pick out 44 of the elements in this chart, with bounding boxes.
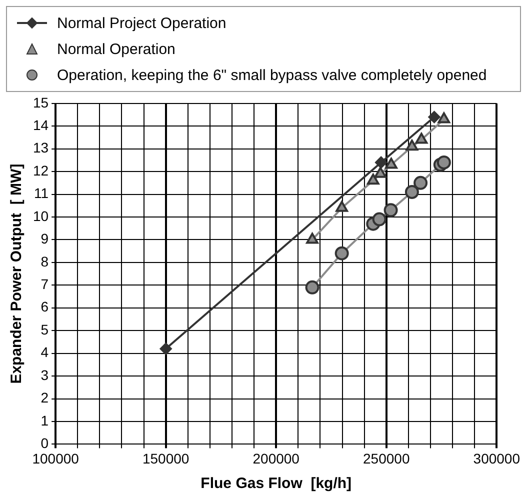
point xyxy=(406,140,418,151)
point xyxy=(334,246,349,260)
y-tick-label: 7 xyxy=(40,276,49,292)
y-tick-label: 4 xyxy=(40,344,49,360)
y-tick-label: 5 xyxy=(40,321,49,338)
point xyxy=(305,280,320,294)
x-tick-label: 250000 xyxy=(363,450,410,466)
x-tick-label: 200000 xyxy=(252,450,300,466)
y-tick-label: 6 xyxy=(40,298,49,315)
x-axis-title: Flue Gas Flow [kg/h] xyxy=(200,475,352,492)
point xyxy=(414,176,428,190)
point xyxy=(375,156,388,168)
point xyxy=(374,166,387,178)
point xyxy=(385,158,398,169)
y-tick-label: 15 xyxy=(32,94,49,110)
legend-label: Normal Project Operation xyxy=(57,14,226,32)
y-tick-label: 3 xyxy=(40,366,49,383)
x-tick-label: 300000 xyxy=(473,450,520,466)
x-tick-label: 150000 xyxy=(142,450,190,466)
point xyxy=(404,185,419,200)
legend-label: Normal Operation xyxy=(57,40,176,58)
point xyxy=(306,232,318,244)
y-tick-label: 14 xyxy=(32,116,49,133)
point xyxy=(438,112,450,124)
point xyxy=(160,342,172,355)
point xyxy=(428,111,440,124)
point xyxy=(366,174,380,185)
y-axis-title: Expander Power Output [ MW] xyxy=(8,164,26,384)
point xyxy=(415,132,428,144)
point xyxy=(336,200,348,212)
y-tick-label: 10 xyxy=(32,208,49,224)
point xyxy=(436,155,451,170)
point xyxy=(372,212,386,226)
y-tick-label: 1 xyxy=(40,412,49,428)
y-tick-label: 13 xyxy=(32,140,49,156)
y-tick-label: 8 xyxy=(40,253,49,270)
y-tick-label: 12 xyxy=(32,162,49,178)
y-tick-label: 9 xyxy=(40,230,49,247)
x-tick-label: 100000 xyxy=(32,450,80,466)
legend-label: Operation, keeping the 6" small bypass valve completely opened xyxy=(57,66,487,84)
y-tick-label: 0 xyxy=(40,435,49,452)
y-tick-label: 2 xyxy=(40,390,49,406)
y-tick-label: 11 xyxy=(34,185,49,202)
point xyxy=(384,203,398,218)
